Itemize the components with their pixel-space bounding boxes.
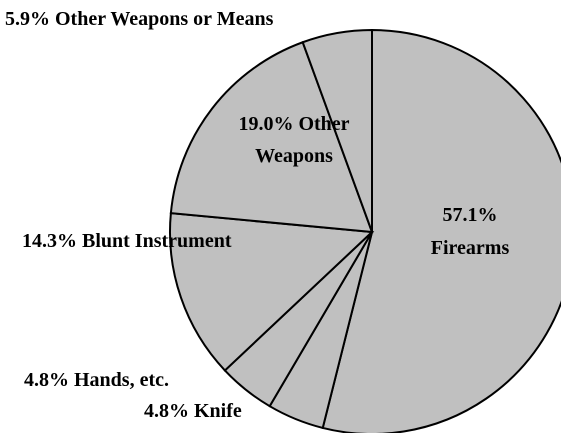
pie-slice-blunt-instrument: [169, 212, 375, 372]
slice-label-firearms-name: Firearms: [431, 237, 510, 259]
slice-label-hands: 4.8% Hands, etc.: [24, 369, 169, 391]
slice-label-knife: 4.8% Knife: [144, 400, 242, 422]
slice-label-other-weapons-or-means: 5.9% Other Weapons or Means: [5, 8, 274, 30]
pie-slice-firearms: [321, 28, 561, 435]
slice-label-other-weapons-name: Weapons: [255, 145, 333, 167]
pie-slice-other-weapons-or-means: [301, 28, 373, 233]
pie-slice-other-weapons: [169, 40, 374, 234]
slice-label-blunt-instrument: 14.3% Blunt Instrument: [22, 230, 232, 252]
slice-label-other-weapons-pct: 19.0% Other: [238, 113, 349, 135]
slice-label-firearms-pct: 57.1%: [443, 204, 498, 226]
pie-slices: [169, 28, 561, 435]
